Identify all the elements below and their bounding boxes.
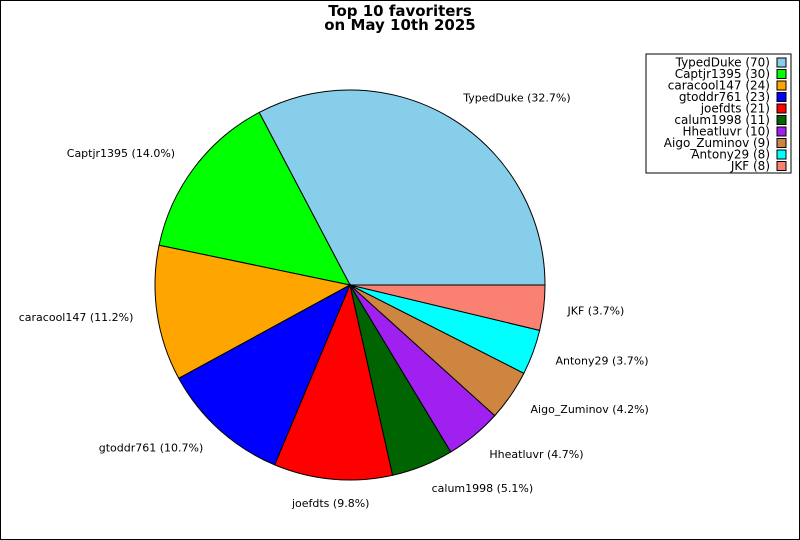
legend-swatch-calum1998: [776, 115, 787, 125]
pie-slice-joefdts: [274, 283, 394, 481]
legend-swatch-typedduke: [776, 57, 787, 68]
pie-slice-captjr1395: [158, 111, 351, 286]
legend-swatch-hheatluvr: [776, 126, 787, 137]
pie-slice-labels: TypedDuke (32.7%) Captjr1395 (14.0%) carac…: [19, 92, 649, 511]
legend-label-calum1998: calum1998 (11): [674, 113, 770, 127]
legend-label-caracool147: caracool147 (24): [668, 79, 770, 93]
slice-label-captjr1395: Captjr1395 (14.0%): [67, 147, 175, 160]
slice-label-hheatluvr: Hheatluvr (4.7%): [489, 448, 583, 461]
slice-label-joefdts: joefdts (9.8%): [291, 497, 369, 510]
pie-slice-gtoddr761: [178, 283, 352, 466]
slice-label-calum1998: calum1998 (5.1%): [432, 482, 534, 495]
pie-slice-jkf: [349, 284, 546, 331]
pie-slices: [154, 89, 546, 481]
slice-label-aigo-zuminov: Aigo_Zuminov (4.2%): [531, 403, 649, 416]
slice-label-jkf: JKF (3.7%): [567, 305, 625, 318]
legend-label-gtoddr761: gtoddr761 (23): [679, 90, 770, 104]
legend-items: TypedDuke (70)Captjr1395 (30)caracool147…: [664, 56, 787, 173]
chart-title-line-2: on May 10th 2025: [324, 16, 476, 34]
legend-swatch-jkf: [776, 161, 787, 171]
slice-label-typedduke: TypedDuke (32.7%): [462, 92, 570, 105]
legend-box: [645, 53, 792, 174]
slice-label-antony29: Antony29 (3.7%): [556, 355, 649, 368]
legend-label-hheatluvr: Hheatluvr (10): [683, 125, 771, 139]
legend-label-jkf: JKF (8): [730, 159, 770, 173]
legend-label-aigo-zuminov: Aigo_Zuminov (9): [664, 136, 770, 150]
legend-label-joefdts: joefdts (21): [700, 102, 770, 116]
chart-title-line-1: Top 10 favoriters: [328, 2, 472, 20]
legend-swatch-aigo-zuminov: [776, 138, 787, 148]
legend: TypedDuke (70)Captjr1395 (30)caracool147…: [645, 53, 792, 174]
legend-label-antony29: Antony29 (8): [691, 148, 770, 162]
legend-label-typedduke: TypedDuke (70): [675, 56, 770, 70]
legend-swatch-caracool147: [776, 80, 787, 91]
legend-label-captjr1395: Captjr1395 (30): [675, 67, 770, 81]
pie-slice-caracool147: [154, 244, 352, 380]
legend-swatch-joefdts: [776, 103, 787, 114]
legend-swatch-gtoddr761: [776, 92, 787, 102]
slice-label-caracool147: caracool147 (11.2%): [19, 311, 134, 324]
legend-swatch-captjr1395: [776, 69, 787, 79]
slice-label-gtoddr761: gtoddr761 (10.7%): [99, 442, 204, 455]
pie-slice-typedduke: [258, 89, 546, 286]
legend-swatch-antony29: [776, 149, 787, 160]
